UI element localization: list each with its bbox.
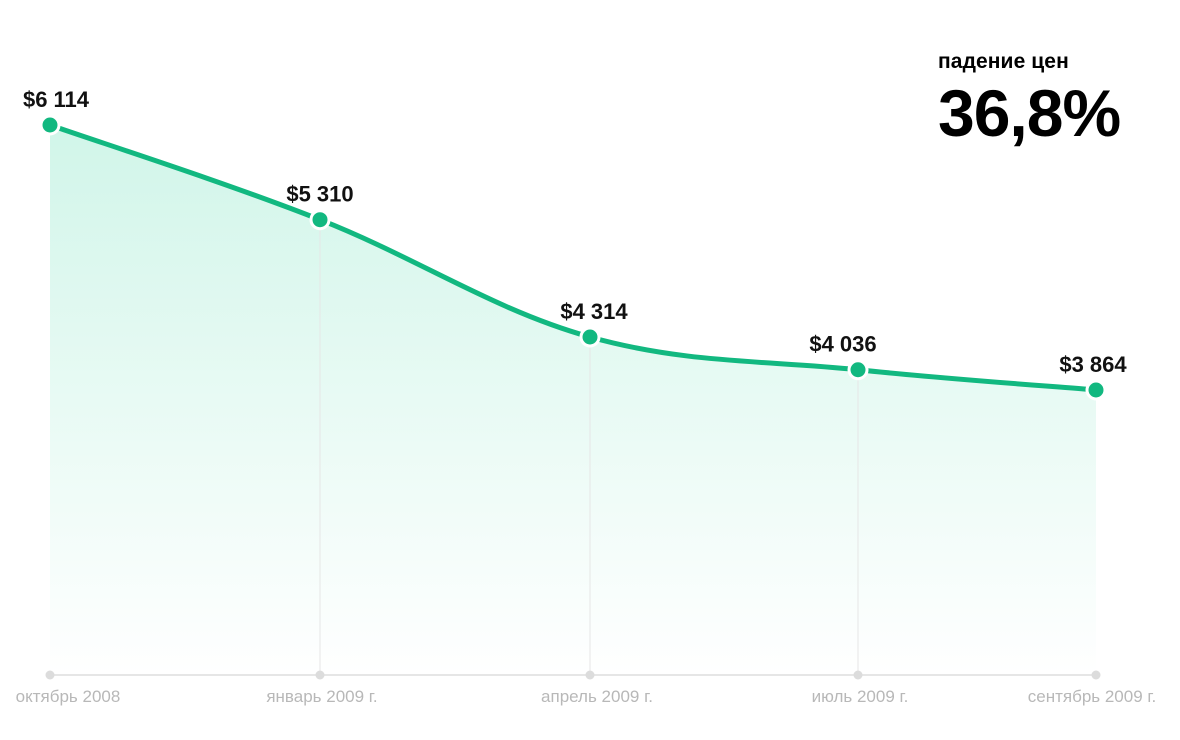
data-label: $6 114 xyxy=(23,87,90,112)
x-axis-tick-dot xyxy=(1091,670,1101,680)
data-point xyxy=(1085,379,1107,401)
data-point xyxy=(309,209,331,231)
data-point xyxy=(579,326,601,348)
x-tick-label: апрель 2009 г. xyxy=(541,687,653,706)
x-axis-tick-dot xyxy=(45,670,55,680)
data-point xyxy=(847,359,869,381)
x-tick-label: сентябрь 2009 г. xyxy=(1028,687,1157,706)
data-label: $3 864 xyxy=(1059,352,1127,377)
area-fill xyxy=(50,125,1096,675)
data-label: $5 310 xyxy=(286,182,353,207)
x-tick-label: январь 2009 г. xyxy=(266,687,377,706)
price-drop-label: падение цен xyxy=(938,50,1069,73)
price-drop-value: 36,8% xyxy=(938,76,1121,150)
data-label: $4 036 xyxy=(809,332,876,357)
x-axis-tick-dot xyxy=(853,670,863,680)
data-point xyxy=(39,114,61,136)
x-tick-label: июль 2009 г. xyxy=(812,687,909,706)
price-drop-summary: падение цен 36,8% xyxy=(938,50,1121,150)
x-tick-label: октябрь 2008 xyxy=(16,687,121,706)
x-axis-tick-dot xyxy=(585,670,595,680)
data-label: $4 314 xyxy=(560,299,628,324)
x-axis-tick-dot xyxy=(315,670,325,680)
